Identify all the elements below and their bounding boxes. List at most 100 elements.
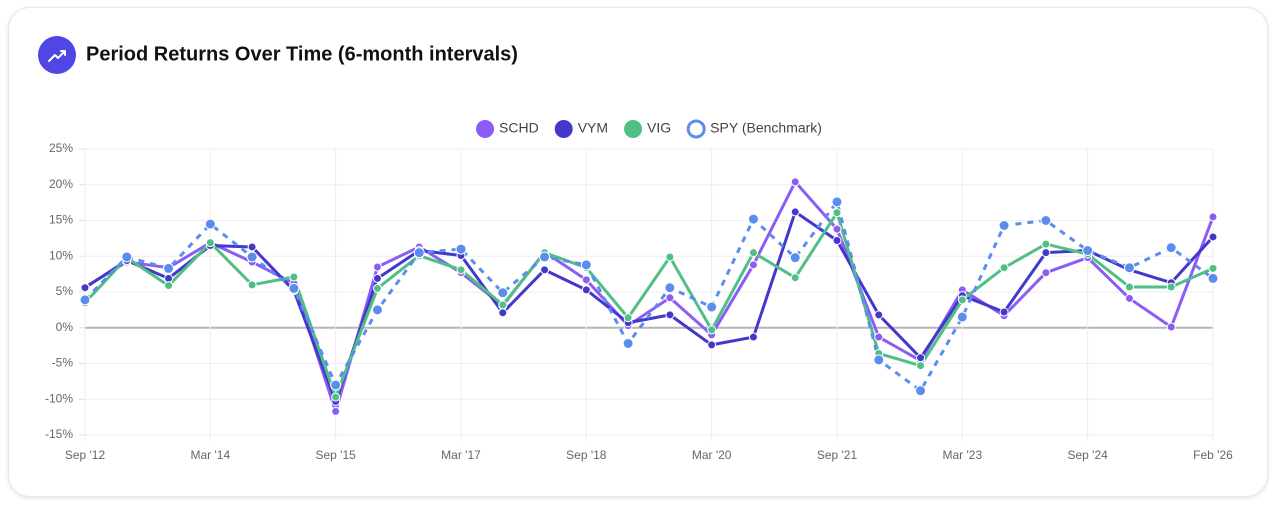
data-point xyxy=(747,213,759,225)
legend-swatch xyxy=(554,120,573,138)
data-point xyxy=(331,406,341,416)
y-tick-label: 0% xyxy=(56,320,74,334)
data-point xyxy=(331,392,341,402)
data-point xyxy=(706,301,718,313)
data-point xyxy=(498,308,508,318)
data-point xyxy=(372,283,382,293)
x-tick-label: Sep '21 xyxy=(817,448,858,462)
title-icon xyxy=(38,36,76,74)
x-tick-label: Sep '15 xyxy=(316,448,357,462)
data-point xyxy=(1124,282,1134,292)
data-point xyxy=(707,325,717,335)
data-point xyxy=(247,242,257,252)
x-tick-label: Mar '23 xyxy=(943,448,983,462)
data-point xyxy=(1041,239,1051,249)
data-point xyxy=(956,311,968,323)
legend-label: SCHD xyxy=(499,120,539,136)
data-point xyxy=(456,265,466,275)
y-tick-label: 20% xyxy=(49,177,73,191)
legend: SCHD VYM VIG SPY (Benchmark) xyxy=(476,119,822,139)
x-tick-label: Mar '14 xyxy=(191,448,231,462)
data-point xyxy=(205,238,215,248)
x-tick-label: Sep '24 xyxy=(1068,448,1109,462)
x-tick-label: Sep '12 xyxy=(65,448,106,462)
y-tick-label: 25% xyxy=(49,141,73,155)
legend-swatch xyxy=(686,119,706,139)
chart-title: Period Returns Over Time (6-month interv… xyxy=(86,43,518,65)
data-point xyxy=(664,282,676,294)
data-point xyxy=(707,340,717,350)
data-point xyxy=(330,379,342,391)
data-point xyxy=(289,272,299,282)
data-point xyxy=(832,224,842,234)
legend-label: SPY (Benchmark) xyxy=(710,120,822,136)
legend-label: VIG xyxy=(647,120,671,136)
data-point xyxy=(580,259,592,271)
data-point xyxy=(246,251,258,263)
data-point xyxy=(455,243,467,255)
data-point xyxy=(623,313,633,323)
legend-item: VIG xyxy=(624,120,671,138)
legend-item: SCHD xyxy=(476,120,539,138)
data-point xyxy=(748,260,758,270)
data-point xyxy=(372,262,382,272)
legend-item: VYM xyxy=(554,120,608,138)
data-point xyxy=(790,273,800,283)
data-point xyxy=(371,304,383,316)
data-point xyxy=(1166,322,1176,332)
data-point xyxy=(873,354,885,366)
data-point xyxy=(790,207,800,217)
data-point xyxy=(1123,262,1135,274)
y-tick-label: -15% xyxy=(45,427,73,441)
data-point xyxy=(915,385,927,397)
legend-label: VYM xyxy=(578,120,608,136)
data-point xyxy=(163,262,175,274)
data-point xyxy=(916,361,926,371)
data-point xyxy=(372,273,382,283)
data-point xyxy=(288,282,300,294)
data-point xyxy=(874,332,884,342)
data-point xyxy=(665,310,675,320)
data-point xyxy=(748,248,758,258)
data-point xyxy=(1165,242,1177,254)
icon-arrow xyxy=(48,50,66,62)
data-point xyxy=(121,251,133,263)
y-tick-label: 10% xyxy=(49,248,73,262)
data-point xyxy=(1040,215,1052,226)
x-tick-label: Mar '17 xyxy=(441,448,481,462)
data-point xyxy=(832,208,842,218)
y-tick-label: -5% xyxy=(52,356,74,370)
legend-item: SPY (Benchmark) xyxy=(686,119,822,139)
data-point xyxy=(831,196,843,208)
y-tick-label: 15% xyxy=(49,213,73,227)
x-tick-label: Sep '18 xyxy=(566,448,607,462)
legend-swatch xyxy=(624,120,643,138)
data-point xyxy=(1124,293,1134,303)
data-point xyxy=(497,287,509,299)
legend-swatch xyxy=(476,120,495,138)
x-tick-label: Feb '26 xyxy=(1193,448,1233,462)
data-point xyxy=(998,220,1010,232)
data-point xyxy=(413,247,425,259)
data-point xyxy=(748,332,758,342)
data-point xyxy=(999,263,1009,273)
data-point xyxy=(916,353,926,363)
data-point xyxy=(665,293,675,303)
data-point xyxy=(665,252,675,262)
data-point xyxy=(1082,245,1094,257)
data-point xyxy=(789,252,801,264)
data-point xyxy=(79,294,91,306)
y-tick-label: 5% xyxy=(56,284,74,298)
data-point xyxy=(204,218,216,230)
icon-arrow-head xyxy=(60,50,66,56)
data-point xyxy=(622,337,634,349)
data-point xyxy=(247,280,257,290)
data-point xyxy=(581,285,591,295)
series-line xyxy=(83,200,1214,393)
data-point xyxy=(790,177,800,187)
data-point xyxy=(1207,272,1219,284)
data-point xyxy=(539,251,551,263)
data-point xyxy=(1166,282,1176,292)
data-point xyxy=(957,295,967,305)
data-point xyxy=(874,310,884,320)
